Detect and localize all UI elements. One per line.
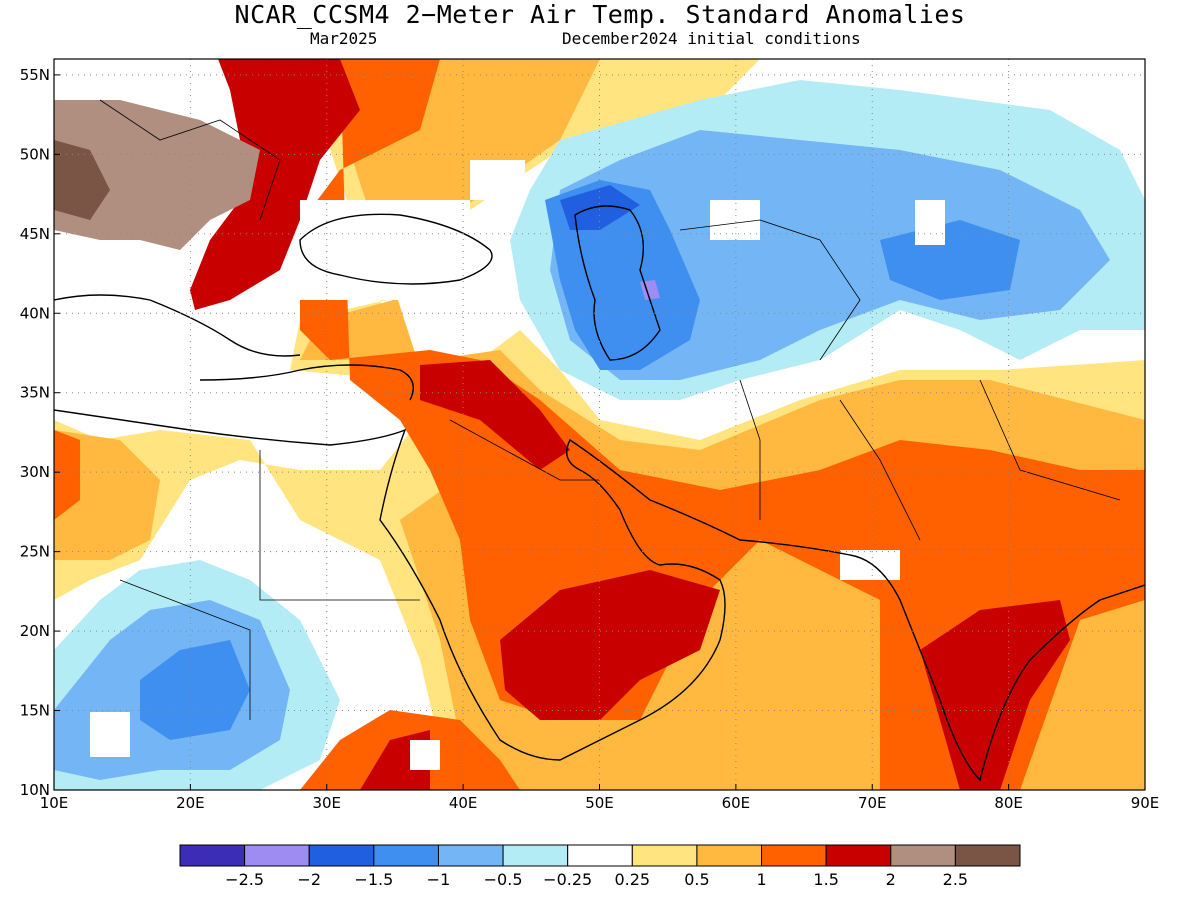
- colorbar-swatch: [761, 844, 827, 867]
- colorbar-swatch: [502, 844, 569, 867]
- lat-tick-label: 40N: [20, 304, 50, 322]
- colorbar-swatch: [437, 844, 504, 867]
- lon-axis: 10E 20E 30E 40E 50E 60E 70E 80E 90E: [40, 784, 1160, 812]
- lon-tick-label: 20E: [176, 794, 205, 812]
- lat-tick-label: 10N: [20, 781, 50, 799]
- country-borders: [99, 99, 1121, 720]
- colorbar-label: 2.5: [943, 870, 968, 889]
- lon-tick-label: 60E: [722, 794, 751, 812]
- colorbar-label: 2: [886, 870, 896, 889]
- colorbar-swatch: [244, 844, 310, 867]
- colorbar-label: 1.5: [813, 870, 838, 889]
- colorbar-swatch: [825, 844, 892, 867]
- lat-tick-label: 45N: [20, 225, 50, 243]
- colorbar-swatch: [890, 844, 956, 867]
- coastlines: [54, 205, 1145, 782]
- colorbar-label: −2.5: [225, 870, 264, 889]
- colorbar-swatch: [308, 844, 375, 867]
- colorbar: −2.5 −2 −1.5 −1 −0.5 −0.25 0.25 0.5 1 1.5 2 2.5: [179, 844, 1021, 889]
- colorbar-label: 0.5: [684, 870, 709, 889]
- lon-tick-label: 50E: [585, 794, 614, 812]
- colorbar-label: −1: [427, 870, 451, 889]
- anomaly-region-1.5-west: [54, 430, 80, 520]
- lon-tick-label: 30E: [312, 794, 341, 812]
- colorbar-swatch: [696, 844, 763, 867]
- forecast-month: Mar2025: [310, 29, 378, 48]
- lat-tick-label: 30N: [20, 463, 50, 481]
- lat-tick-label: 35N: [20, 384, 50, 402]
- anomaly-region-2: [190, 59, 360, 310]
- anomaly-region-3: [54, 140, 110, 220]
- colorbar-label: −2: [297, 870, 321, 889]
- colorbar-swatch: [373, 844, 439, 867]
- colorbar-label: −0.5: [484, 870, 523, 889]
- lon-tick-label: 70E: [858, 794, 887, 812]
- anomaly-region-2-india: [920, 600, 1070, 790]
- colorbar-label: 0.25: [614, 870, 650, 889]
- lat-axis: 10N 15N 20N 25N 30N 35N 40N 45N 50N 55N: [20, 66, 60, 799]
- lon-tick-label: 90E: [1131, 794, 1160, 812]
- lat-tick-label: 25N: [20, 543, 50, 561]
- anomaly-region-1.5: [300, 59, 1145, 790]
- lon-tick-label: 10E: [40, 794, 69, 812]
- colorbar-label: −0.25: [543, 870, 592, 889]
- lon-tick-label: 80E: [994, 794, 1023, 812]
- lon-tick-label: 40E: [449, 794, 478, 812]
- anomaly-region-2.5: [54, 100, 260, 250]
- colorbar-label: −1.5: [354, 870, 393, 889]
- lat-tick-label: 20N: [20, 622, 50, 640]
- lat-tick-label: 50N: [20, 145, 50, 163]
- initial-conditions: December2024 initial conditions: [562, 29, 861, 48]
- lat-tick-label: 55N: [20, 66, 50, 84]
- colorbar-swatch: [954, 844, 1021, 867]
- anomaly-region-1-west: [54, 430, 160, 560]
- anomaly-region-neg1-africa: [140, 640, 250, 740]
- chart-title: NCAR_CCSM4 2−Meter Air Temp. Standard An…: [234, 0, 966, 29]
- colorbar-swatch: [179, 844, 246, 867]
- anomaly-field: [54, 59, 1145, 790]
- colorbar-swatch: [567, 844, 633, 867]
- anomaly-region-2-arabia: [500, 570, 720, 720]
- colorbar-label: 1: [756, 870, 766, 889]
- anomaly-region-2-iraq: [420, 360, 570, 470]
- lat-tick-label: 15N: [20, 702, 50, 720]
- colorbar-swatch: [631, 844, 698, 867]
- anomaly-region-neg1.5: [560, 185, 640, 230]
